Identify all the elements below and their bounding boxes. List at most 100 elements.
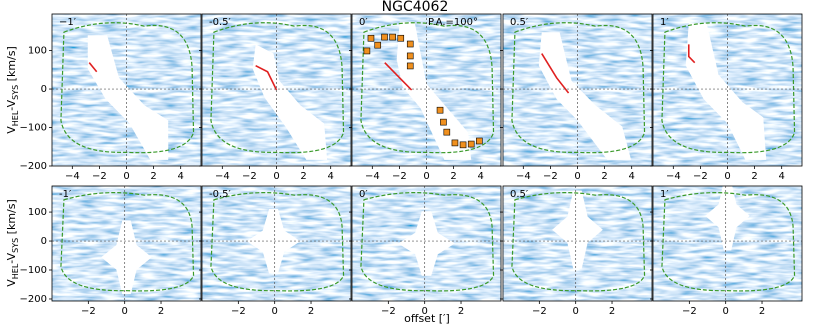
- y-tick-label: 0: [41, 236, 47, 247]
- x-tick-label: −2: [392, 171, 407, 182]
- rotation-point: [389, 33, 396, 41]
- x-tick-label: 0: [574, 171, 580, 182]
- x-tick-label: −2: [381, 306, 396, 317]
- panel-label: -0.5′: [209, 17, 232, 28]
- x-tick-label: −2: [543, 171, 558, 182]
- rotation-point: [381, 33, 388, 41]
- rotation-point: [451, 139, 459, 147]
- y-tick-label: 100: [28, 46, 47, 57]
- masked-region: [246, 209, 301, 274]
- x-tick-label: 0: [123, 171, 129, 182]
- x-tick-label: −2: [693, 171, 708, 182]
- panel-label: -0.5′: [209, 189, 232, 200]
- panel: −2 0 2 0.5′: [500, 185, 653, 317]
- mask-outline: [661, 22, 796, 154]
- rotation-point: [406, 52, 414, 60]
- y-tick-label: −100: [20, 123, 47, 134]
- masked-region: [101, 220, 152, 295]
- panel: −4 −2 0 2 4 -0.5′: [199, 13, 352, 182]
- panel: −2 0 2 −200 −100 0 100 -1′: [20, 185, 202, 317]
- x-tick-label: 2: [158, 306, 164, 317]
- panel-frame: [51, 185, 202, 302]
- x-tick-label: −4: [365, 171, 380, 182]
- panel: −4 −2 0 2 4 0.5′: [500, 13, 653, 182]
- x-tick-label: 2: [601, 171, 607, 182]
- panel: −2 0 2 1′: [650, 185, 803, 317]
- x-tick-label: 4: [327, 171, 333, 182]
- masked-region: [398, 211, 455, 276]
- rotation-point: [443, 128, 451, 136]
- rotation-point: [406, 62, 414, 70]
- masked-region: [87, 35, 169, 160]
- x-tick-label: −2: [242, 171, 257, 182]
- x-tick-label: 4: [778, 171, 784, 182]
- y-tick-label: 0: [41, 84, 47, 95]
- panel-label: 1′: [660, 189, 669, 200]
- rotation-point: [440, 118, 447, 126]
- x-tick-label: 0: [423, 171, 429, 182]
- panel-label: −1′: [59, 17, 77, 28]
- panel-plot: [52, 14, 201, 166]
- x-tick-label: −4: [215, 171, 230, 182]
- rotation-point: [436, 106, 444, 114]
- panel-label: 1′: [660, 17, 669, 28]
- figure-title: NGC4062: [382, 0, 449, 15]
- mask-outline: [360, 192, 495, 292]
- panel-label: 0.5′: [510, 17, 529, 28]
- x-tick-label: −2: [231, 306, 246, 317]
- model-curve: [687, 44, 696, 64]
- model-curve: [384, 62, 413, 91]
- panel-plot: [202, 14, 351, 166]
- x-tick-label: 0: [273, 171, 279, 182]
- panel-frame: [201, 185, 352, 302]
- x-tick-label: 4: [477, 171, 483, 182]
- x-tick-label: 2: [450, 171, 456, 182]
- model-curve: [255, 64, 278, 91]
- panel-annotation: P.A.=100°: [428, 17, 478, 28]
- masked-region: [538, 32, 632, 160]
- mask-outline: [511, 192, 646, 292]
- x-axis-label: offset [′]: [404, 312, 450, 325]
- x-tick-label: 2: [759, 306, 765, 317]
- panel-label: 0.5′: [510, 189, 529, 200]
- x-tick-label: 0: [572, 306, 578, 317]
- x-tick-label: −4: [666, 171, 681, 182]
- y-axis-label: VHEL-VSYS [km/s]: [5, 199, 20, 287]
- x-tick-label: −2: [92, 171, 107, 182]
- x-tick-label: 2: [609, 306, 615, 317]
- panel-plot: [653, 186, 802, 301]
- model-curve: [541, 53, 570, 94]
- mask-outline: [60, 22, 195, 154]
- rotation-point: [363, 47, 371, 55]
- rotation-point: [476, 137, 483, 145]
- x-tick-label: 4: [628, 171, 634, 182]
- panel: −4 −2 0 2 4 0′ P.A.=100°: [349, 13, 502, 182]
- x-tick-label: 2: [458, 306, 464, 317]
- masked-region: [252, 44, 328, 160]
- panel-label: -1′: [59, 189, 72, 200]
- mask-outline: [210, 22, 345, 154]
- panel-frame: [502, 185, 653, 302]
- y-tick-label: 100: [28, 207, 47, 218]
- x-tick-label: 2: [308, 306, 314, 317]
- x-tick-label: −4: [516, 171, 531, 182]
- rotation-point: [406, 40, 414, 48]
- panel-label: 0′: [359, 189, 368, 200]
- rotation-point: [467, 140, 475, 148]
- x-tick-label: 0: [722, 306, 728, 317]
- model-curve: [88, 62, 98, 73]
- y-tick-label: −200: [20, 294, 47, 305]
- panel-plot: [503, 186, 652, 301]
- x-tick-label: 0: [421, 306, 427, 317]
- panel: −2 0 2 -0.5′: [199, 185, 352, 317]
- masked-region: [685, 23, 767, 160]
- panel-label: 0′: [359, 17, 368, 28]
- x-tick-label: −2: [682, 306, 697, 317]
- mask-outline: [210, 192, 345, 292]
- masked-region: [552, 190, 603, 269]
- rotation-point: [397, 34, 405, 42]
- y-axis-label: VHEL-VSYS [km/s]: [5, 46, 20, 134]
- panel: −4 −2 0 2 4 −200 −100 0 100 −1′: [20, 13, 202, 182]
- panel: −4 −2 0 2 4 1′: [650, 13, 803, 182]
